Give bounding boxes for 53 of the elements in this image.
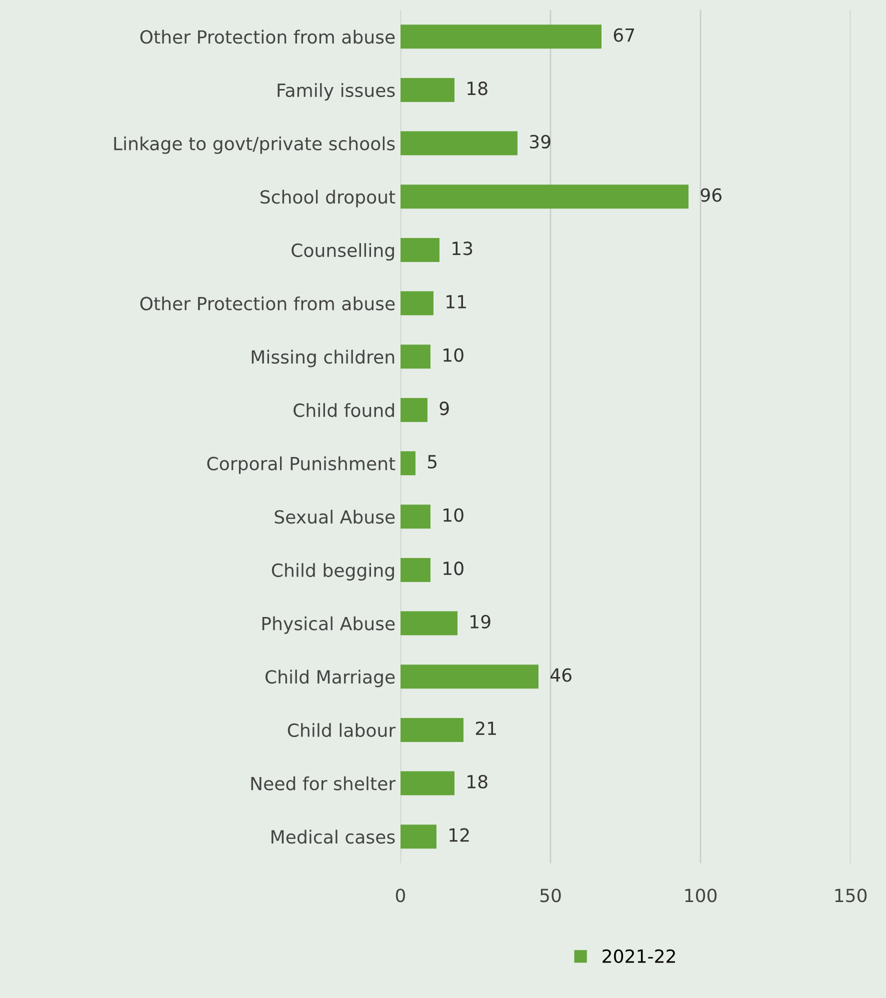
legend-label: 2021-22	[602, 949, 675, 963]
y-tick-label: Need for shelter	[251, 776, 396, 790]
y-tick-label: Linkage to govt/private schools	[114, 136, 395, 154]
data-label: 67	[614, 28, 634, 42]
bar	[400, 344, 430, 369]
bar	[400, 611, 458, 636]
y-tick-label: Child Marriage	[266, 670, 395, 688]
data-label: 46	[550, 668, 572, 682]
y-tick-label: Physical Abuse	[262, 616, 395, 634]
y-tick-label: Child labour	[288, 723, 396, 738]
data-label: 19	[470, 614, 490, 629]
bar	[400, 131, 518, 156]
y-tick-label: Sexual Abuse	[274, 510, 395, 524]
data-label: 18	[468, 82, 488, 96]
bar	[400, 184, 689, 209]
bar	[400, 771, 454, 796]
bar	[400, 238, 440, 262]
data-label: 12	[450, 828, 469, 842]
data-label: 96	[700, 188, 722, 202]
y-tick-label: Family issues	[278, 83, 395, 101]
y-tick-label: Missing children	[252, 350, 394, 368]
y-tick-label: Medical cases	[272, 830, 395, 844]
bar	[400, 78, 454, 102]
x-tick-label: 50	[540, 888, 561, 902]
bar	[400, 398, 428, 422]
data-label: 10	[444, 508, 464, 522]
bar	[400, 291, 434, 316]
bar	[400, 451, 416, 476]
data-label: 11	[446, 295, 466, 308]
bar	[400, 24, 602, 49]
x-tick-label: 150	[835, 888, 867, 902]
data-label: 21	[476, 722, 496, 735]
data-label: 18	[468, 774, 488, 789]
y-tick-label: Child found	[294, 403, 394, 418]
x-tick-label: 0	[396, 888, 406, 902]
y-tick-label: Other Protection from abuse	[140, 30, 395, 44]
bar	[400, 558, 430, 582]
x-tick-label: 100	[685, 888, 717, 902]
data-label: 13	[452, 242, 472, 256]
y-tick-label: Child begging	[272, 563, 394, 581]
data-label: 9	[440, 402, 449, 416]
bar	[400, 718, 464, 742]
bar	[400, 664, 538, 689]
y-tick-label: Other Protection from abuse	[140, 296, 395, 310]
data-label: 10	[444, 562, 464, 576]
y-tick-label: School dropout	[260, 190, 396, 208]
data-label: 10	[444, 348, 464, 362]
y-tick-label: Counselling	[292, 243, 394, 261]
bar	[400, 824, 436, 849]
bar	[400, 504, 430, 529]
data-label: 39	[530, 134, 550, 149]
data-label: 5	[428, 455, 436, 469]
y-tick-label: Corporal Punishment	[207, 456, 396, 474]
